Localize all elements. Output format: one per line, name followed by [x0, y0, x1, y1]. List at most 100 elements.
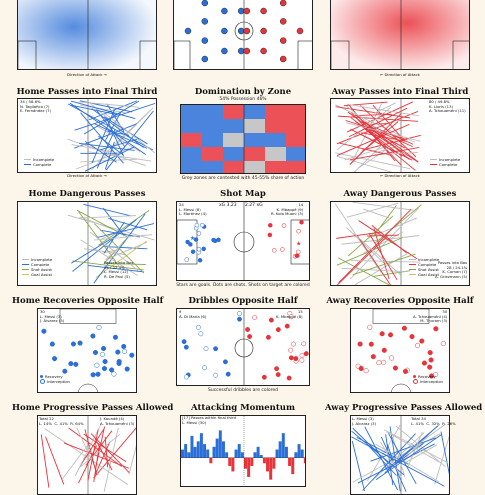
zone-cell — [181, 147, 202, 161]
recovery-dot — [427, 365, 432, 370]
possession-label: 54% Possession 46% — [168, 97, 318, 102]
recovery-dot — [369, 342, 374, 347]
home-heatmap-pitch — [17, 0, 157, 70]
recovery-dot — [97, 325, 102, 330]
away-dribble — [247, 334, 251, 338]
panel-info-2: J. Koundé (4) A. Tchouaméni (3) — [100, 417, 134, 426]
home-shot — [194, 238, 198, 242]
panel-info: L. Messi (3) J. Alcaraz (3) — [352, 417, 376, 426]
recovery-dot — [101, 346, 106, 351]
home-dribble — [213, 347, 217, 351]
recovery-dot — [402, 326, 407, 331]
panel-info: 30 A. Tchouaméni (4) M. Thuram (3) — [413, 310, 447, 324]
panel-title: Home Passes into Final Third — [12, 87, 162, 97]
zone-cell — [202, 105, 223, 119]
momentum-bar — [222, 441, 225, 457]
home-dangerous-panel: Home Dangerous Passes Incomplete Complet… — [12, 187, 162, 292]
pass-arrow — [129, 440, 137, 474]
panel-title: Away Recoveries Opposite Half — [325, 296, 475, 306]
momentum-bar — [231, 458, 234, 472]
recovery-dot — [130, 353, 135, 358]
momentum-info: [17] Passes within final third L. Messi … — [182, 416, 236, 425]
away-dribble — [287, 376, 291, 380]
recovery-dot — [100, 352, 105, 357]
direction-label: Direction of Attack → — [12, 173, 162, 178]
domination-note: Grey zones are contested with 45-55% sha… — [168, 176, 318, 181]
zone-cell — [265, 133, 286, 147]
pass-arrow — [353, 428, 389, 463]
home-player-dot — [202, 38, 208, 44]
home-dribble — [182, 339, 186, 343]
pass-arrow — [94, 235, 152, 240]
away-player-dot — [280, 18, 286, 24]
home-shot — [197, 231, 201, 235]
panel-title: Home Dangerous Passes — [12, 189, 162, 199]
home-player-dot — [221, 8, 227, 14]
away-shot — [280, 247, 284, 251]
recovery-dot — [389, 356, 394, 361]
legend: Incomplete Complete — [430, 157, 460, 167]
momentum-bar — [209, 458, 212, 463]
pass-arrows — [351, 416, 450, 495]
momentum-bar — [244, 458, 247, 469]
recovery-dot — [422, 361, 427, 366]
away-dangerous-panel: Away Dangerous Passes Incomplete Complet… — [325, 187, 475, 292]
zone-cell — [202, 147, 223, 161]
away-dribble — [262, 375, 266, 379]
away-player-dot — [244, 8, 250, 14]
recovery-dot — [71, 342, 76, 347]
panel-info: 80 / 49.8% K. Lloris (13) A. Tchouaméni … — [429, 100, 466, 114]
momentum-bar — [272, 458, 275, 469]
pass-arrow — [352, 441, 364, 491]
pass-arrow — [345, 143, 399, 160]
recovery-dot — [78, 341, 83, 346]
xg-home: xG 3.23 — [219, 204, 237, 209]
home-shot — [200, 223, 204, 227]
home-shot — [191, 250, 195, 254]
momentum-bar — [263, 458, 266, 463]
panel-info: 30 L. Messi (3) J. Álvarez (3) — [40, 310, 64, 324]
recovery-dot — [359, 366, 364, 371]
home-shot — [212, 238, 216, 242]
away-heatmap-panel: ← Direction of Attack — [325, 0, 475, 85]
recovery-dot — [388, 333, 393, 338]
zone-cell — [244, 119, 265, 133]
panel-title: Attacking Momentum — [168, 403, 318, 413]
domination-panel: Domination by Zone 54% Possession 46% Gr… — [168, 85, 318, 185]
home-prog-panel: Home Progressive Passes Allowed Total 22… — [12, 401, 162, 485]
pass-arrow — [363, 434, 416, 491]
home-player-dot — [221, 28, 227, 34]
formation-pitch — [173, 0, 313, 70]
away-dribble — [288, 348, 292, 352]
away-dribble — [269, 318, 273, 322]
home-player-dot — [202, 0, 208, 6]
zone-cell — [202, 133, 223, 147]
panel-title: Away Passes into Final Third — [325, 87, 475, 97]
momentum-frame — [180, 415, 306, 487]
recovery-dot — [102, 366, 107, 371]
away-dribble — [300, 353, 304, 357]
home-dribble — [237, 311, 241, 315]
away-shot — [268, 223, 272, 227]
home-dribble — [196, 325, 200, 329]
formation-chart — [174, 0, 313, 70]
recovery-dot — [403, 369, 408, 374]
recovery-dot — [367, 325, 372, 330]
box-info: Passes into Box 28 / 24.1% K. Coman (7) … — [435, 261, 467, 279]
momentum-chart — [181, 416, 306, 487]
momentum-bar — [203, 444, 206, 458]
domination-grid — [181, 105, 306, 174]
momentum-bar — [282, 433, 285, 458]
momentum-bar — [250, 458, 253, 466]
momentum-bar — [260, 455, 263, 458]
zone-cell — [286, 119, 306, 133]
panel-title: Away Progressive Passes Allowed — [325, 403, 475, 413]
pass-arrow — [77, 210, 127, 237]
momentum-bar — [206, 450, 209, 458]
recovery-dot — [116, 350, 121, 355]
domination-pitch — [180, 104, 306, 174]
recovery-dot — [121, 344, 126, 349]
zone-cell — [181, 133, 202, 147]
dribbles-pitch — [176, 308, 310, 386]
home-dribble — [237, 317, 241, 321]
